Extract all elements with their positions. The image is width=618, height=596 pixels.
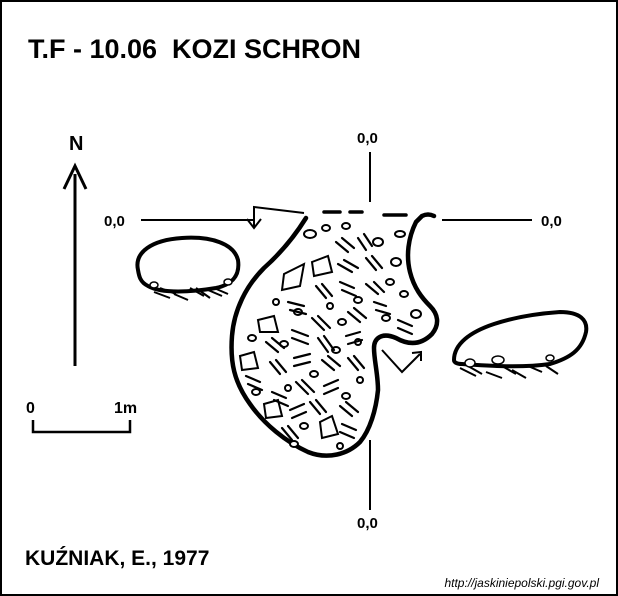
ceiling-marks: [322, 210, 408, 217]
boulder-symbols: [238, 222, 422, 450]
scale-zero-label: 0: [26, 400, 35, 417]
sediment-hatching: [244, 232, 414, 442]
scale-one-meter-label: 1m: [114, 400, 137, 417]
datum-label-left: 0,0: [104, 213, 125, 230]
source-url-link[interactable]: http://jaskiniepolski.pgi.gov.pl: [444, 576, 599, 590]
cross-section-right: [451, 309, 589, 379]
section-arrow-icon-left: [246, 205, 305, 230]
datum-lines: [141, 152, 532, 510]
north-label: N: [69, 133, 83, 155]
scale-bar: [31, 420, 132, 434]
section-arrow-icon-right: [381, 349, 422, 374]
datum-label-top: 0,0: [357, 130, 378, 147]
cave-outline: [229, 212, 440, 458]
cross-section-left: [135, 235, 241, 301]
north-arrow-icon: [62, 162, 88, 366]
plan-title: T.F - 10.06 KOZI SCHRON: [28, 34, 361, 64]
datum-label-bottom: 0,0: [357, 515, 378, 532]
datum-label-right: 0,0: [541, 213, 562, 230]
author-credit: KUŹNIAK, E., 1977: [25, 547, 209, 570]
